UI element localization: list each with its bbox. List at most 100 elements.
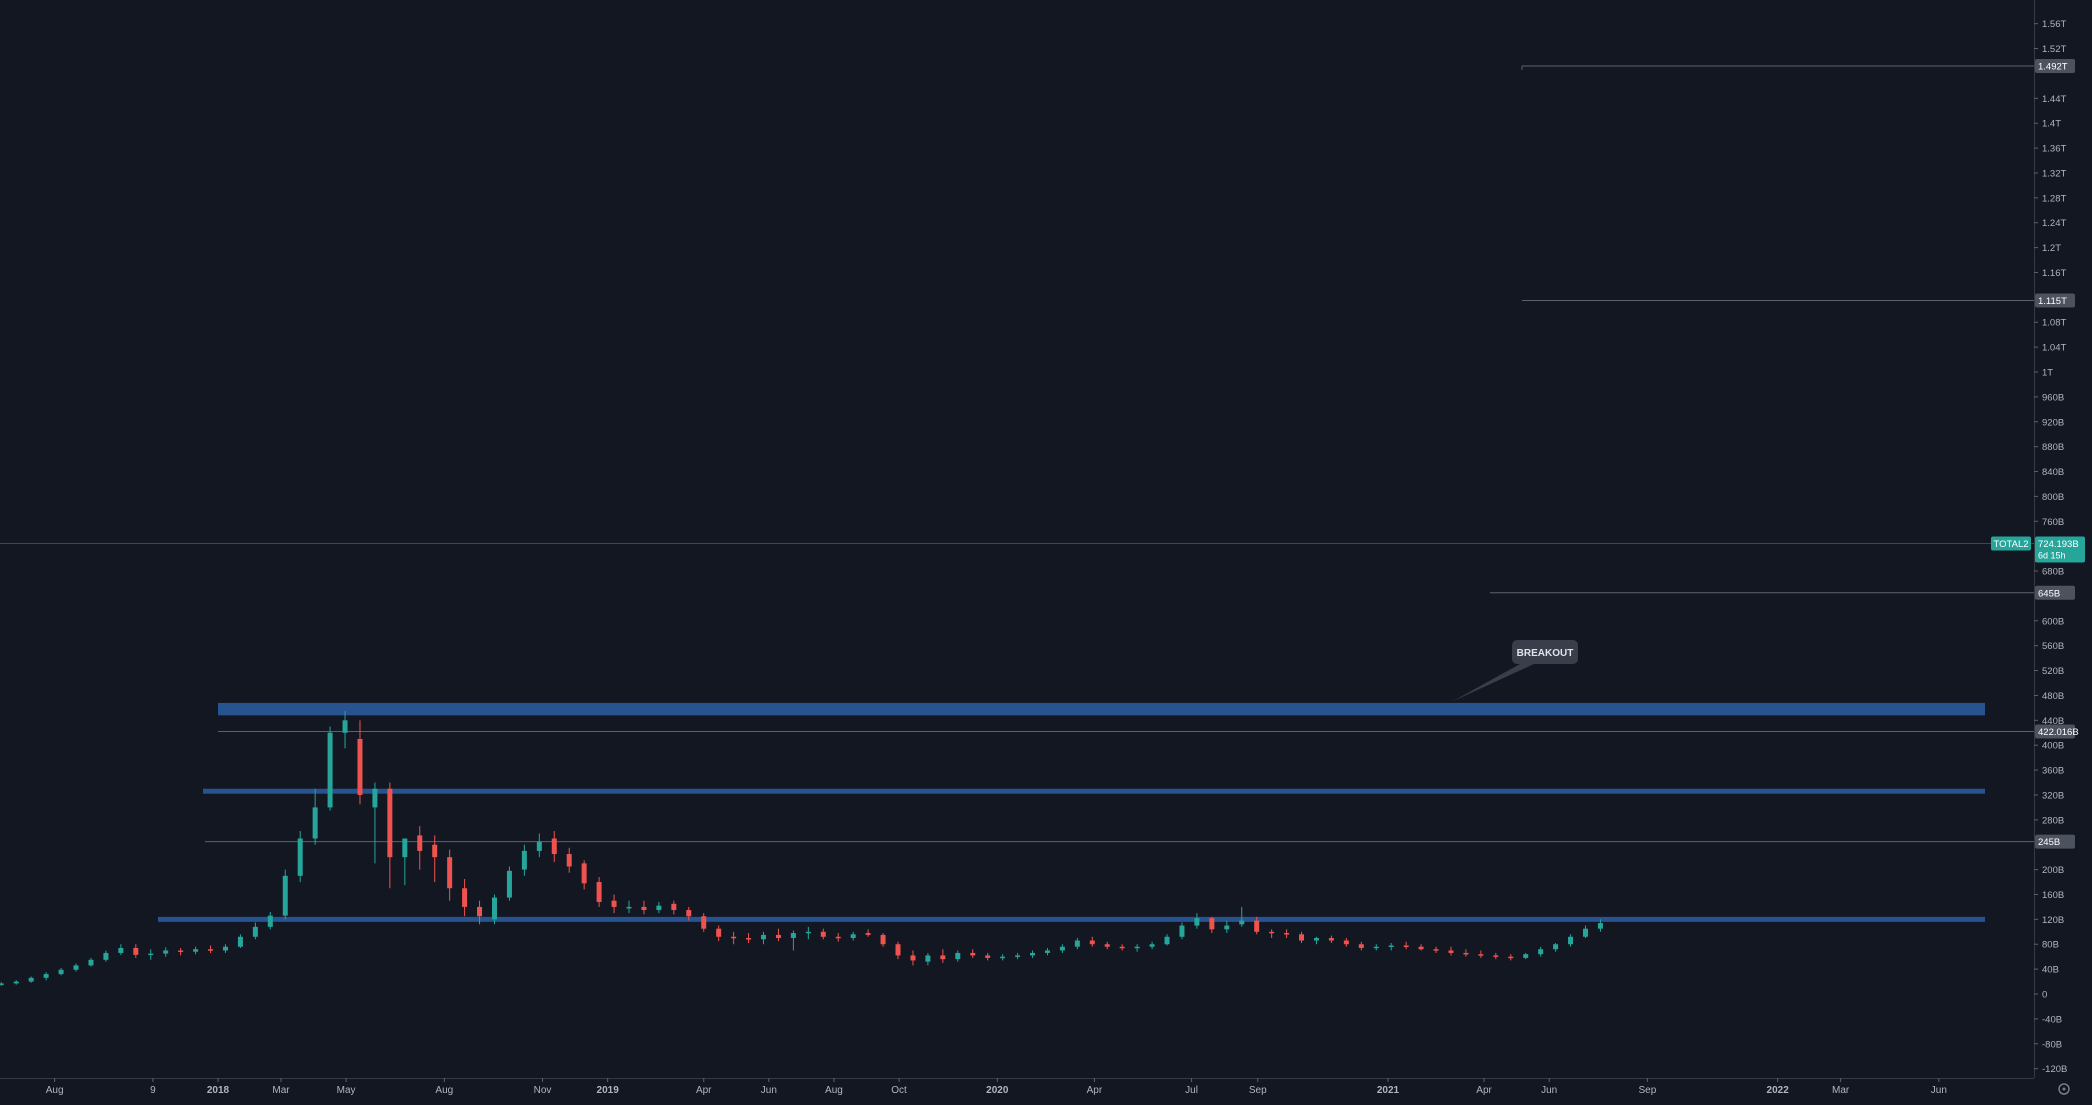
candle-body <box>641 906 647 911</box>
candle <box>1582 925 1588 939</box>
time-tick-label: Apr <box>1476 1085 1492 1096</box>
candle <box>970 949 976 958</box>
time-tick-label: Aug <box>46 1085 64 1096</box>
price-tick-label: 920B <box>2042 417 2064 428</box>
candle <box>237 934 243 948</box>
candle-body <box>626 906 632 909</box>
level-label-box <box>2035 293 2075 308</box>
candle-body <box>13 981 19 984</box>
candle <box>208 945 214 953</box>
candle <box>1478 950 1484 958</box>
candle <box>252 922 258 940</box>
countdown-label: 6d 15h <box>2038 551 2066 561</box>
candle <box>1433 946 1439 953</box>
candle <box>611 894 617 914</box>
level-label: 1.492T <box>2038 61 2068 72</box>
price-tick-label: 200B <box>2042 865 2064 876</box>
candle <box>58 967 64 976</box>
candle-body <box>1448 950 1454 953</box>
price-tick-label: 1.32T <box>2042 168 2066 179</box>
level-lines <box>205 65 2034 843</box>
candle <box>193 946 199 955</box>
candle-body <box>1597 923 1603 929</box>
time-tick-label: Nov <box>534 1085 552 1096</box>
candle <box>790 930 796 951</box>
candle <box>1568 934 1574 947</box>
candle-body <box>193 949 199 952</box>
candle-body <box>536 841 542 851</box>
candle-body <box>282 875 288 916</box>
candle <box>73 963 79 972</box>
candle-body <box>985 955 991 958</box>
time-tick-label: 2022 <box>1767 1085 1790 1096</box>
candle-body <box>208 949 214 951</box>
candle <box>1508 954 1514 961</box>
candle-body <box>1388 945 1394 947</box>
candle <box>1373 944 1379 951</box>
candle-body <box>790 933 796 939</box>
candle-body <box>1164 936 1170 945</box>
candle <box>955 950 961 962</box>
candle-body <box>820 931 826 937</box>
candle-body <box>1538 949 1544 955</box>
candle <box>432 835 438 883</box>
price-tick-label: 1.44T <box>2042 94 2066 105</box>
candle <box>222 944 228 953</box>
candle <box>1448 946 1454 956</box>
candle-body <box>880 934 886 945</box>
time-tick-label: Mar <box>1832 1085 1850 1096</box>
candle-body <box>1523 954 1529 958</box>
candle <box>1388 942 1394 951</box>
candle <box>746 933 752 943</box>
candle <box>387 782 393 889</box>
support-zone <box>158 916 1985 922</box>
candle <box>1074 938 1080 950</box>
time-tick-label: Apr <box>696 1085 712 1096</box>
level-label: 1.115T <box>2038 296 2067 307</box>
time-tick-label: Apr <box>1087 1085 1103 1096</box>
candle-body <box>1089 940 1095 945</box>
candle <box>1209 916 1215 934</box>
price-tick-label: 400B <box>2042 741 2064 752</box>
candle <box>641 900 647 915</box>
candle-body <box>656 905 662 911</box>
candle <box>178 947 184 956</box>
candle-body <box>1493 955 1499 957</box>
time-tick-label: Jun <box>761 1085 777 1096</box>
candle-body <box>1403 945 1409 947</box>
candle-body <box>716 928 722 937</box>
price-axis[interactable]: -120B -80B -40B 0 40B 80B 120B 160B 200B 280B 320B… <box>1991 0 2092 1100</box>
candle-body <box>1284 933 1290 935</box>
candle-body <box>671 903 677 911</box>
candle <box>1119 944 1125 951</box>
time-tick-label: 2021 <box>1377 1085 1400 1096</box>
candle <box>686 906 692 921</box>
price-tick-label: 520B <box>2042 666 2064 677</box>
price-tick-label: 1.04T <box>2042 343 2066 354</box>
axis-corner[interactable] <box>2034 1078 2092 1100</box>
candle <box>671 900 677 915</box>
candle-body <box>1030 952 1036 956</box>
candle <box>267 911 273 930</box>
candle <box>1343 938 1349 947</box>
candle-body <box>222 946 228 951</box>
candle-body <box>940 955 946 960</box>
candle <box>521 844 527 876</box>
time-tick-label: 2020 <box>986 1085 1009 1096</box>
candle-body <box>686 910 692 917</box>
level-label-box <box>2035 724 2075 739</box>
candle-body <box>1119 946 1125 949</box>
candle <box>462 878 468 917</box>
candle-body <box>775 934 781 939</box>
time-axis[interactable]: Aug 9 2018 Mar May Aug Nov 2019 Apr Jun Aug Oct 2020… <box>0 1078 2034 1100</box>
candle-body <box>28 977 34 982</box>
price-tick-label: 80B <box>2042 940 2059 951</box>
candle-body <box>357 738 363 795</box>
support-zones <box>158 702 1985 922</box>
candle-body <box>925 955 931 962</box>
gear-icon[interactable] <box>2058 1083 2070 1095</box>
candle <box>1313 936 1319 945</box>
